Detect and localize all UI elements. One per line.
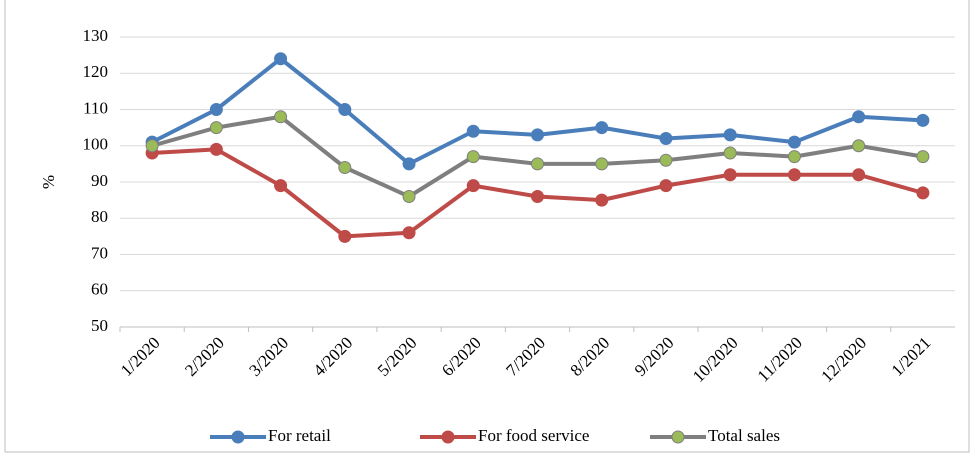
x-tick-label: 8/2020 [566, 333, 613, 380]
data-point [338, 103, 352, 116]
y-tick-label: 100 [83, 135, 109, 154]
x-tick-label: 5/2020 [374, 333, 421, 380]
data-point [659, 132, 673, 145]
data-point [338, 229, 352, 243]
x-tick-label: 10/2020 [689, 333, 742, 386]
x-tick-label: 3/2020 [245, 333, 292, 380]
data-point [659, 153, 673, 167]
legend-marker [441, 430, 455, 444]
data-point [402, 226, 416, 240]
y-tick-label: 60 [91, 280, 108, 299]
x-tick-label: 2/2020 [181, 333, 228, 380]
x-tick-label: 7/2020 [502, 333, 549, 380]
data-point [531, 190, 544, 203]
x-tick-label: 1/2020 [117, 333, 164, 380]
data-point [787, 168, 801, 182]
x-tick-label: 9/2020 [631, 333, 678, 380]
data-point [402, 157, 416, 171]
y-tick-label: 90 [91, 171, 108, 190]
data-point [145, 139, 159, 153]
data-point [787, 135, 801, 149]
legend-label: For food service [478, 426, 589, 445]
data-point [595, 157, 609, 171]
legend-label: Total sales [708, 426, 780, 445]
data-point [787, 150, 801, 164]
x-tick-label: 4/2020 [310, 333, 357, 380]
y-tick-label: 50 [91, 316, 108, 335]
x-tick-label: 6/2020 [438, 333, 485, 380]
chart-border [4, 0, 970, 453]
data-point [723, 128, 737, 142]
data-point [466, 124, 480, 138]
data-point [852, 168, 866, 182]
data-point [531, 128, 544, 142]
data-point [595, 121, 609, 135]
data-point [916, 186, 930, 200]
x-tick-label: 11/2020 [754, 333, 806, 385]
data-point [274, 179, 288, 193]
data-point [209, 121, 223, 135]
y-axis-label: % [39, 175, 58, 189]
data-point [466, 150, 480, 164]
data-point [916, 150, 930, 164]
data-point [338, 161, 352, 174]
y-tick-label: 120 [83, 62, 109, 81]
y-tick-label: 80 [91, 207, 108, 226]
y-tick-label: 70 [91, 243, 108, 262]
y-tick-label: 130 [83, 26, 109, 45]
data-point [723, 168, 737, 182]
data-point [402, 190, 416, 203]
data-point [274, 110, 288, 124]
series-line [151, 56, 923, 166]
data-point [852, 139, 866, 153]
y-tick-label: 110 [83, 98, 108, 117]
data-point [723, 146, 737, 160]
x-tick-label: 1/2021 [888, 333, 935, 380]
data-point [531, 157, 544, 171]
data-point [274, 52, 288, 66]
data-point [659, 179, 673, 193]
data-point [209, 103, 223, 116]
data-point [466, 179, 480, 193]
x-tick-label: 12/2020 [817, 333, 870, 386]
data-point [595, 193, 609, 207]
legend-marker [231, 430, 245, 444]
legend-marker [671, 430, 685, 444]
data-point [852, 110, 866, 124]
data-point [209, 142, 223, 156]
data-point [916, 113, 930, 127]
legend-label: For retail [268, 426, 331, 445]
